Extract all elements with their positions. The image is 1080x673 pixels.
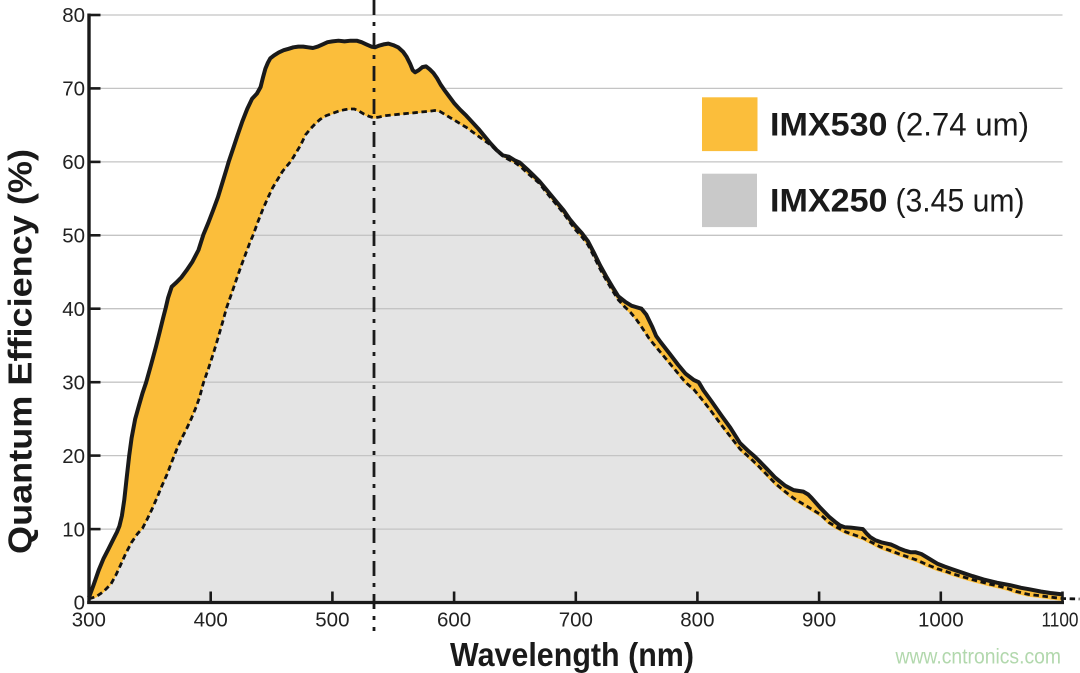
svg-text:10: 10	[62, 518, 85, 541]
svg-text:40: 40	[62, 298, 85, 321]
svg-text:IMX530: IMX530	[770, 107, 888, 143]
svg-text:IMX250: IMX250	[770, 183, 888, 219]
svg-text:30: 30	[62, 371, 85, 394]
svg-text:70: 70	[62, 78, 85, 101]
svg-text:20: 20	[62, 445, 85, 468]
svg-text:Wavelength (nm): Wavelength (nm)	[450, 636, 694, 673]
svg-text:(2.74 um): (2.74 um)	[896, 107, 1030, 143]
svg-text:800: 800	[680, 609, 714, 632]
svg-text:80: 80	[62, 4, 85, 27]
svg-text:500: 500	[315, 609, 349, 632]
svg-text:Quantum Efficiency (%): Quantum Efficiency (%)	[2, 149, 39, 554]
svg-text:700: 700	[559, 609, 593, 632]
svg-text:www.cntronics.com: www.cntronics.com	[895, 646, 1061, 669]
svg-text:900: 900	[802, 609, 836, 632]
svg-text:1100: 1100	[1042, 609, 1079, 632]
svg-text:50: 50	[62, 225, 85, 248]
svg-text:60: 60	[62, 151, 85, 174]
svg-text:300: 300	[72, 609, 106, 632]
svg-text:1000: 1000	[918, 609, 964, 632]
svg-text:600: 600	[437, 609, 471, 632]
svg-text:400: 400	[194, 609, 228, 632]
svg-text:(3.45 um): (3.45 um)	[896, 183, 1025, 219]
svg-text:0: 0	[74, 592, 85, 615]
